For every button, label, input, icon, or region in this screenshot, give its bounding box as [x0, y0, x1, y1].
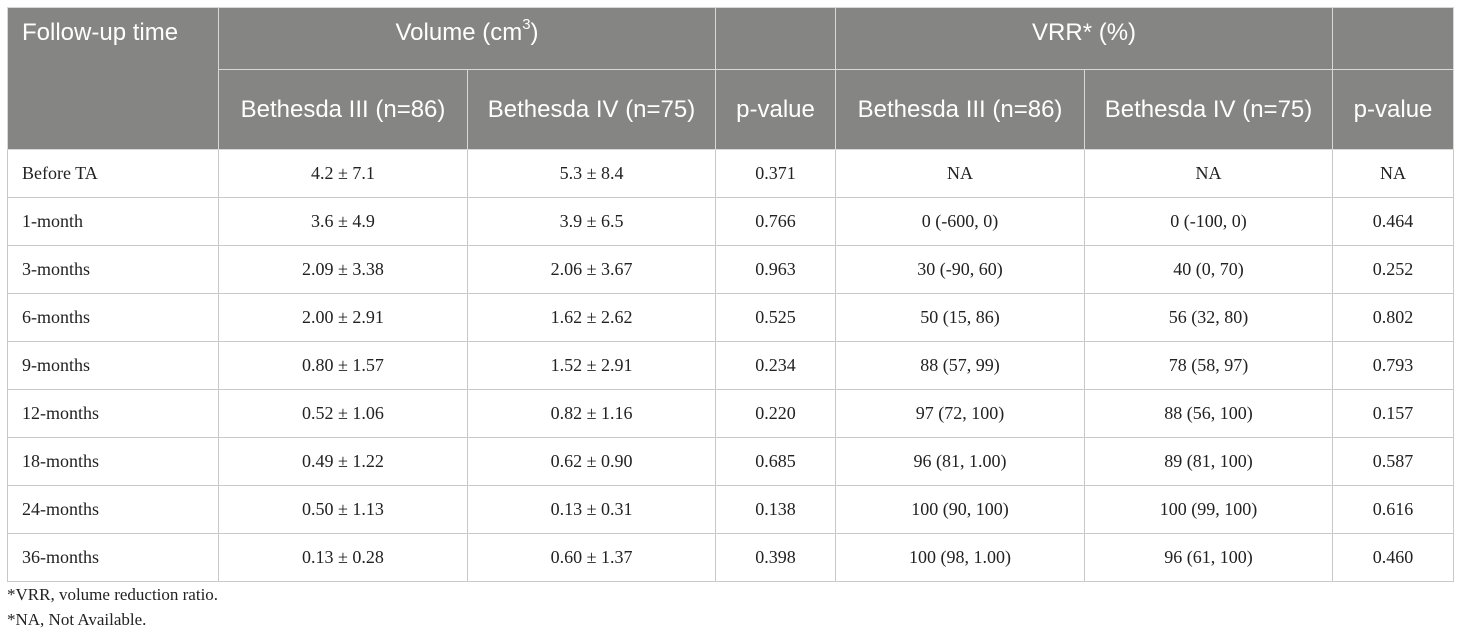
header-vrr-bethesda-iii: Bethesda III (n=86) [835, 69, 1086, 150]
followup-time-cell: 24-months [7, 485, 219, 534]
vrr-bethesda-iv-cell: 0 (-100, 0) [1084, 197, 1334, 246]
header-volume-p-value: p-value [715, 69, 837, 150]
vrr-bethesda-iii-cell: 97 (72, 100) [835, 389, 1086, 438]
followup-table: Follow-up time Volume (cm3) VRR* (%) Bet… [7, 7, 1455, 582]
volume-bethesda-iii-cell: 4.2 ± 7.1 [218, 149, 468, 198]
vrr-bethesda-iv-cell: 89 (81, 100) [1084, 437, 1334, 486]
vrr-p-value-cell: 0.464 [1332, 197, 1455, 246]
volume-p-value-cell: 0.685 [715, 437, 837, 486]
volume-p-value-cell: 0.963 [715, 245, 837, 294]
volume-p-value-cell: 0.371 [715, 149, 837, 198]
volume-p-value-cell: 0.220 [715, 389, 837, 438]
volume-p-value-cell: 0.766 [715, 197, 837, 246]
followup-time-cell: 9-months [7, 341, 219, 390]
table-row: 9-months 0.80 ± 1.57 1.52 ± 2.91 0.234 88 (5… [7, 341, 1455, 390]
volume-p-value-cell: 0.525 [715, 293, 837, 342]
vrr-bethesda-iv-cell: 40 (0, 70) [1084, 245, 1334, 294]
header-volume: Volume (cm3) [217, 7, 717, 70]
volume-bethesda-iii-cell: 0.49 ± 1.22 [218, 437, 468, 486]
volume-bethesda-iii-cell: 0.52 ± 1.06 [218, 389, 468, 438]
header-blank-1 [715, 7, 837, 70]
table-row: 36-months 0.13 ± 0.28 0.60 ± 1.37 0.398 100 … [7, 533, 1455, 582]
volume-bethesda-iv-cell: 0.13 ± 0.31 [466, 485, 717, 534]
header-blank-2 [1332, 7, 1455, 70]
followup-time-cell: 6-months [7, 293, 219, 342]
followup-time-cell: Before TA [7, 149, 219, 198]
volume-bethesda-iii-cell: 3.6 ± 4.9 [218, 197, 468, 246]
header-vrr-p-value: p-value [1332, 69, 1455, 150]
vrr-p-value-cell: 0.252 [1332, 245, 1455, 294]
followup-time-cell: 1-month [7, 197, 219, 246]
header-volume-close: ) [530, 19, 539, 46]
header-vrr-bethesda-iv: Bethesda IV (n=75) [1084, 69, 1334, 150]
vrr-bethesda-iii-cell: 96 (81, 1.00) [835, 437, 1086, 486]
vrr-bethesda-iii-cell: 50 (15, 86) [835, 293, 1086, 342]
vrr-p-value-cell: 0.802 [1332, 293, 1455, 342]
table-body: Before TA 4.2 ± 7.1 5.3 ± 8.4 0.371 NA NA NA 1-… [7, 149, 1455, 582]
vrr-p-value-cell: 0.157 [1332, 389, 1455, 438]
vrr-bethesda-iv-cell: 56 (32, 80) [1084, 293, 1334, 342]
vrr-bethesda-iii-cell: 0 (-600, 0) [835, 197, 1086, 246]
volume-bethesda-iv-cell: 2.06 ± 3.67 [466, 245, 717, 294]
volume-bethesda-iii-cell: 2.09 ± 3.38 [218, 245, 468, 294]
vrr-bethesda-iv-cell: 96 (61, 100) [1084, 533, 1334, 582]
volume-bethesda-iii-cell: 2.00 ± 2.91 [218, 293, 468, 342]
volume-bethesda-iv-cell: 1.52 ± 2.91 [466, 341, 717, 390]
volume-p-value-cell: 0.398 [715, 533, 837, 582]
vrr-bethesda-iv-cell: 100 (99, 100) [1084, 485, 1334, 534]
vrr-bethesda-iii-cell: 88 (57, 99) [835, 341, 1086, 390]
vrr-bethesda-iii-cell: NA [835, 149, 1086, 198]
vrr-bethesda-iv-cell: 78 (58, 97) [1084, 341, 1334, 390]
volume-bethesda-iii-cell: 0.80 ± 1.57 [218, 341, 468, 390]
volume-bethesda-iv-cell: 0.60 ± 1.37 [466, 533, 717, 582]
vrr-bethesda-iii-cell: 30 (-90, 60) [835, 245, 1086, 294]
table-row: 18-months 0.49 ± 1.22 0.62 ± 0.90 0.685 96 (… [7, 437, 1455, 486]
followup-time-cell: 12-months [7, 389, 219, 438]
vrr-p-value-cell: NA [1332, 149, 1455, 198]
vrr-bethesda-iv-cell: 88 (56, 100) [1084, 389, 1334, 438]
vrr-p-value-cell: 0.616 [1332, 485, 1455, 534]
vrr-p-value-cell: 0.587 [1332, 437, 1455, 486]
followup-time-cell: 3-months [7, 245, 219, 294]
footnote-na: *NA, Not Available. [7, 610, 147, 629]
volume-bethesda-iv-cell: 0.82 ± 1.16 [466, 389, 717, 438]
table-row: 12-months 0.52 ± 1.06 0.82 ± 1.16 0.220 97 (… [7, 389, 1455, 438]
table-row: 6-months 2.00 ± 2.91 1.62 ± 2.62 0.525 50 (1… [7, 293, 1455, 342]
vrr-p-value-cell: 0.460 [1332, 533, 1455, 582]
header-volume-bethesda-iii: Bethesda III (n=86) [218, 69, 468, 150]
vrr-bethesda-iii-cell: 100 (98, 1.00) [835, 533, 1086, 582]
header-volume-text: Volume (cm [395, 19, 523, 46]
followup-time-cell: 18-months [7, 437, 219, 486]
header-volume-bethesda-iv: Bethesda IV (n=75) [466, 69, 717, 150]
table-row: Before TA 4.2 ± 7.1 5.3 ± 8.4 0.371 NA NA NA [7, 149, 1455, 198]
vrr-p-value-cell: 0.793 [1332, 341, 1455, 390]
volume-bethesda-iii-cell: 0.50 ± 1.13 [218, 485, 468, 534]
footnote-vrr: *VRR, volume reduction ratio. [7, 585, 219, 604]
header-vrr: VRR* (%) [835, 7, 1334, 70]
volume-bethesda-iv-cell: 1.62 ± 2.62 [466, 293, 717, 342]
volume-bethesda-iv-cell: 5.3 ± 8.4 [466, 149, 717, 198]
header-volume-superscript: 3 [522, 16, 531, 33]
table-row: 1-month 3.6 ± 4.9 3.9 ± 6.5 0.766 0 (-600, 0… [7, 197, 1455, 246]
volume-p-value-cell: 0.234 [715, 341, 837, 390]
followup-time-cell: 36-months [7, 533, 219, 582]
table-row: 24-months 0.50 ± 1.13 0.13 ± 0.31 0.138 100 … [7, 485, 1455, 534]
volume-bethesda-iv-cell: 3.9 ± 6.5 [466, 197, 717, 246]
volume-bethesda-iv-cell: 0.62 ± 0.90 [466, 437, 717, 486]
vrr-bethesda-iii-cell: 100 (90, 100) [835, 485, 1086, 534]
header-followup-time: Follow-up time [7, 7, 219, 150]
volume-bethesda-iii-cell: 0.13 ± 0.28 [218, 533, 468, 582]
vrr-bethesda-iv-cell: NA [1084, 149, 1334, 198]
table-row: 3-months 2.09 ± 3.38 2.06 ± 3.67 0.963 30 (-… [7, 245, 1455, 294]
volume-p-value-cell: 0.138 [715, 485, 837, 534]
footnotes: *VRR, volume reduction ratio. *NA, Not A… [7, 582, 218, 632]
